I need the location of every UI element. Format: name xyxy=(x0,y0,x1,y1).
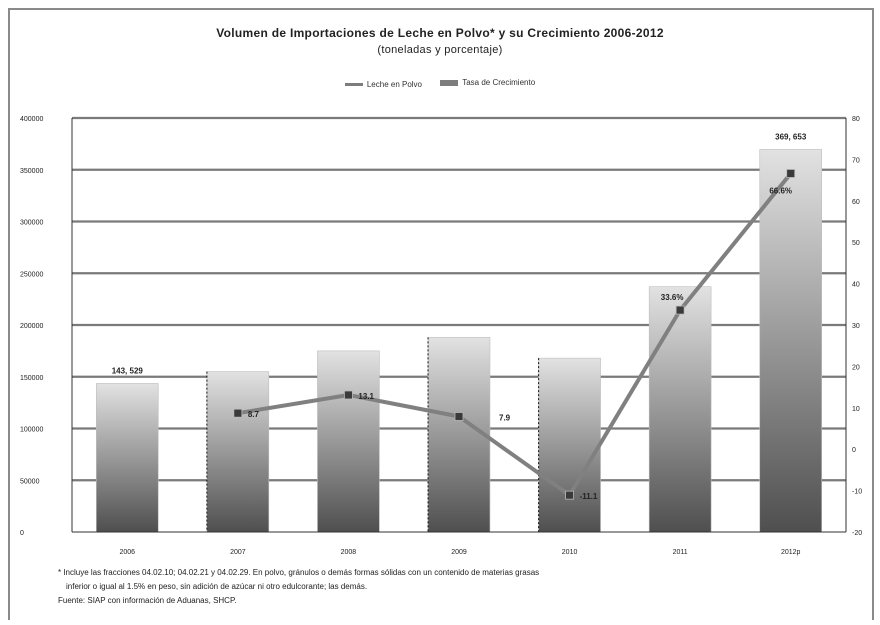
growth-marker xyxy=(565,490,574,500)
right-tick-label: -10 xyxy=(852,489,862,496)
legend-swatch-line xyxy=(440,79,459,86)
growth-marker xyxy=(786,169,796,178)
right-tick-label: 60 xyxy=(852,199,860,206)
right-tick-label: 10 xyxy=(852,406,860,413)
footnote-source: Fuente: SIAP con información de Aduanas,… xyxy=(58,596,237,605)
left-tick-label: 0 xyxy=(20,530,24,537)
right-tick-label: 30 xyxy=(852,323,860,330)
left-tick-label: 400000 xyxy=(20,116,43,123)
bar-2010 xyxy=(538,357,601,533)
legend-label-line: Tasa de Crecimiento xyxy=(462,78,536,87)
right-tick-label: 20 xyxy=(852,364,860,371)
axes: 0 50000 100000 150000 200000 250000 300000 3500… xyxy=(20,116,862,556)
x-tick-label: 2010 xyxy=(562,549,578,556)
left-tick-label: 100000 xyxy=(20,427,43,434)
bar-value-label: 143, 529 xyxy=(112,366,144,375)
x-tick-label: 2008 xyxy=(341,549,357,556)
left-tick-label: 50000 xyxy=(20,478,40,485)
legend-item-line: Tasa de Crecimiento xyxy=(440,78,535,87)
left-tick-label: 350000 xyxy=(20,168,43,175)
left-tick-label: 300000 xyxy=(20,220,43,227)
left-tick-label: 150000 xyxy=(20,375,43,382)
bar-value-label: 369, 653 xyxy=(775,132,807,141)
footnote-definition-cont: inferior o igual al 1.5% en peso, sin ad… xyxy=(66,582,368,591)
x-tick-label: 2011 xyxy=(673,549,688,556)
right-tick-label: -20 xyxy=(852,530,862,537)
chart-subtitle: (toneladas y porcentaje) xyxy=(377,44,503,56)
chart-canvas: 0 50000 100000 150000 200000 250000 300000 3500… xyxy=(20,116,862,556)
bar-2009 xyxy=(427,337,491,533)
bar-2012p xyxy=(759,149,822,533)
bar-2008 xyxy=(317,350,380,533)
bar-2007 xyxy=(206,371,270,533)
growth-value-label: 13.1 xyxy=(358,392,374,401)
right-tick-label: 80 xyxy=(852,116,860,123)
growth-marker xyxy=(454,412,464,421)
right-tick-label: 70 xyxy=(852,157,860,164)
x-tick-label: 2007 xyxy=(230,549,246,556)
x-tick-label: 2009 xyxy=(451,549,467,556)
right-tick-label: 40 xyxy=(852,282,860,289)
growth-value-label: -11.1 xyxy=(580,492,598,501)
growth-polyline xyxy=(237,172,793,498)
growth-value-label: 8.7 xyxy=(248,410,260,419)
bars xyxy=(96,149,822,533)
right-tick-label: 0 xyxy=(852,447,856,454)
bar-2006 xyxy=(96,383,159,533)
left-tick-label: 200000 xyxy=(20,323,43,330)
x-tick-label: 2006 xyxy=(119,549,135,556)
chart-frame xyxy=(8,8,874,620)
growth-marker xyxy=(233,408,243,418)
growth-marker xyxy=(344,390,353,400)
bar-2011 xyxy=(648,286,712,533)
right-tick-label: 50 xyxy=(852,240,860,247)
data-labels: 143, 529 369, 653 8.7 13.1 7.9 -11.1 33.6% 66.6… xyxy=(112,132,807,501)
growth-value-label: 7.9 xyxy=(499,413,511,422)
left-tick-label: 250000 xyxy=(20,271,43,278)
legend: Leche en Polvo Tasa de Crecimiento xyxy=(0,78,880,89)
legend-item-bars: Leche en Polvo xyxy=(344,79,422,89)
growth-value-label: 33.6% xyxy=(661,293,684,302)
legend-label-bars: Leche en Polvo xyxy=(366,79,422,89)
legend-swatch-bars xyxy=(344,82,363,86)
x-tick-label: 2012p xyxy=(781,549,801,556)
footnote-definition: * Incluye las fracciones 04.02.10; 04.02… xyxy=(58,568,540,577)
growth-line xyxy=(233,169,796,500)
growth-value-label: 66.6% xyxy=(769,186,792,195)
growth-marker xyxy=(675,305,685,315)
chart-title: Volumen de Importaciones de Leche en Pol… xyxy=(216,26,664,40)
